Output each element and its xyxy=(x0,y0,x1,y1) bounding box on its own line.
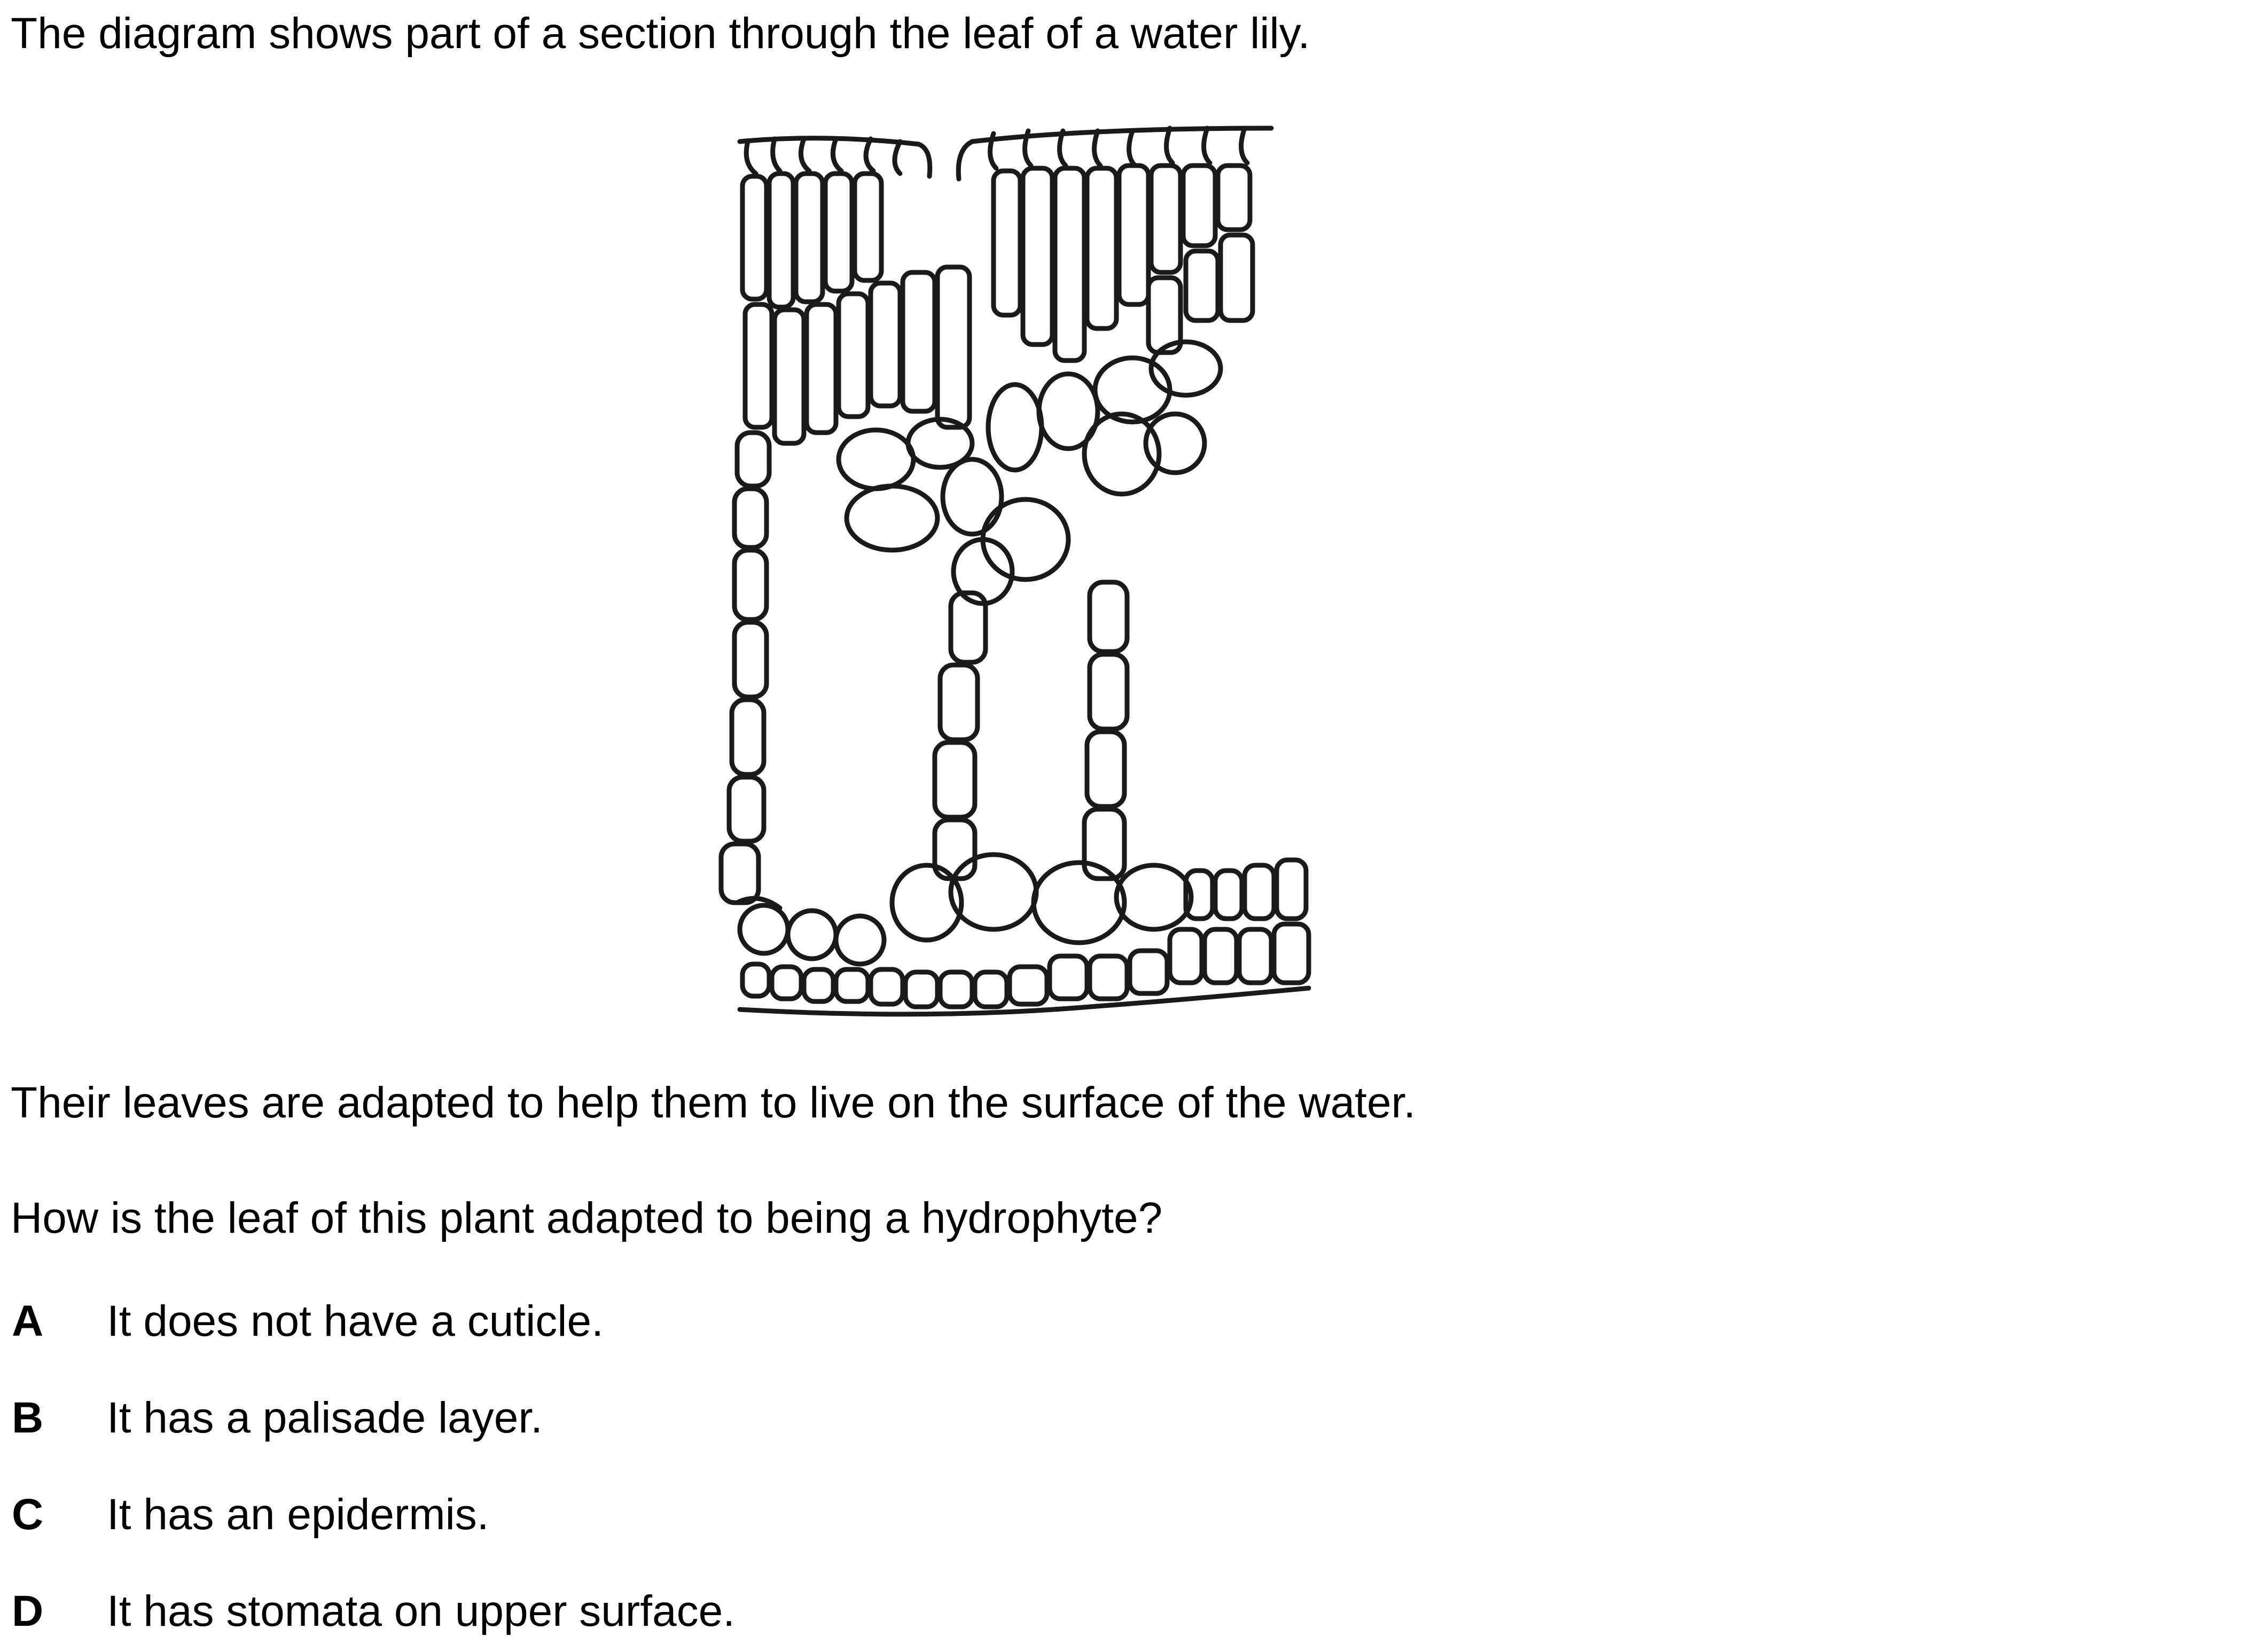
option-letter: D xyxy=(12,1587,44,1635)
option-letter: B xyxy=(12,1393,44,1442)
palisade-layer xyxy=(740,163,1255,446)
spongy-mesophyll xyxy=(836,339,1223,606)
stoma xyxy=(916,139,975,182)
option-text: It has stomata on upper surface. xyxy=(107,1587,735,1635)
option-letter: A xyxy=(12,1297,44,1345)
upper-epidermal-cells xyxy=(744,126,1250,176)
option-text: It does not have a cuticle. xyxy=(107,1297,604,1345)
statement-text: Their leaves are adapted to help them to… xyxy=(11,1078,1416,1127)
leaf-section-drawing xyxy=(718,126,1311,1017)
leaf-section-diagram xyxy=(716,112,1325,1042)
intro-text: The diagram shows part of a section thro… xyxy=(11,9,1310,58)
lower-epidermis xyxy=(734,852,1311,1017)
question-prompt: How is the leaf of this plant adapted to… xyxy=(11,1194,1163,1242)
middle-cell-chains xyxy=(932,580,1130,881)
upper-epidermis xyxy=(737,126,1274,147)
left-cell-chain xyxy=(718,430,772,905)
option-letter: C xyxy=(12,1490,44,1539)
option-text: It has a palisade layer. xyxy=(107,1393,543,1442)
option-text: It has an epidermis. xyxy=(107,1490,489,1539)
